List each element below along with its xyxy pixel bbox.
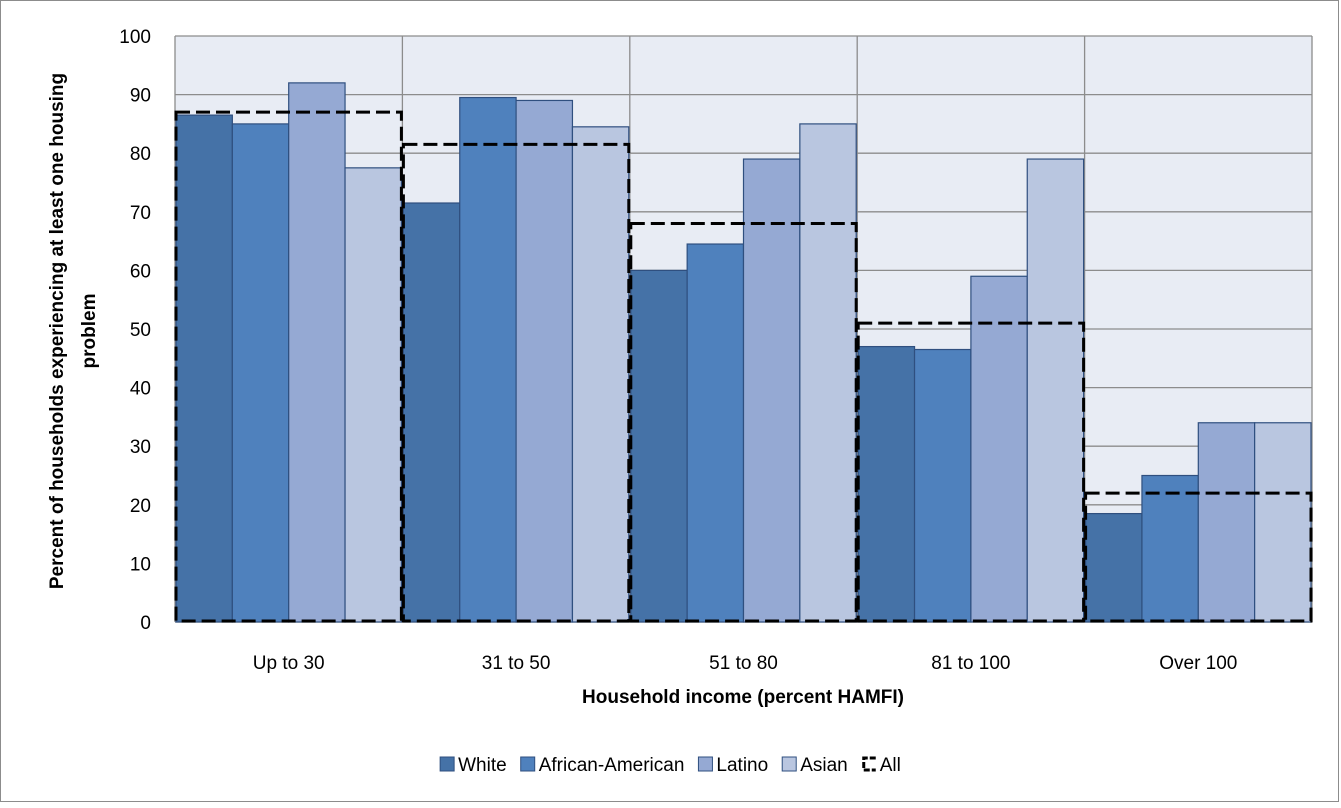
y-tick-label: 60 — [130, 261, 151, 282]
y-tick-label: 70 — [130, 203, 151, 224]
bar-asian-51-to-80 — [799, 123, 857, 623]
legend-swatch-asian — [781, 756, 797, 772]
bars — [175, 82, 1312, 623]
legend-swatch-white — [439, 756, 455, 772]
bar-latino-31-to-50 — [515, 99, 574, 623]
y-tick-label: 50 — [130, 320, 151, 341]
y-tick-label: 90 — [130, 86, 151, 107]
bar-asian-up-to-30 — [344, 167, 402, 623]
outline-all-81-to-100 — [856, 321, 1086, 623]
x-tick-label: 31 to 50 — [482, 653, 551, 674]
bar-african-american-up-to-30 — [231, 123, 290, 623]
bar-asian-81-to-100 — [1026, 158, 1085, 623]
legend-item-african-american: African-American — [520, 755, 685, 776]
legend-swatch-african-american — [520, 756, 536, 772]
y-axis-title-line-2: problem — [79, 294, 100, 369]
legend-label-latino: Latino — [716, 755, 768, 776]
outline-all-31-to-50 — [401, 142, 631, 623]
bar-latino-81-to-100 — [970, 275, 1028, 623]
legend-item-asian: Asian — [781, 755, 848, 776]
y-tick-label: 100 — [119, 27, 151, 48]
y-tick-labels: 0 10 20 30 40 50 60 70 80 90 100 — [119, 27, 151, 634]
y-axis-title-line-1: Percent of households experiencing at le… — [47, 73, 68, 589]
bar-white-31-to-50 — [402, 202, 461, 623]
x-tick-label: 51 to 80 — [709, 653, 778, 674]
y-tick-label: 80 — [130, 144, 151, 165]
outline-all-51-to-80 — [629, 222, 858, 623]
outline-all-up-to-30 — [174, 110, 403, 623]
y-tick-label: 40 — [130, 379, 151, 400]
bar-white-81-to-100 — [857, 345, 916, 623]
legend-label-white: White — [458, 755, 507, 776]
bar-african-american-81-to-100 — [913, 348, 972, 623]
x-tick-label: 81 to 100 — [931, 653, 1010, 674]
y-tick-label: 0 — [140, 613, 151, 634]
bar-latino-over-100 — [1197, 422, 1256, 623]
legend-swatch-all — [862, 756, 876, 772]
outline-all-over-100 — [1084, 491, 1313, 623]
legend-label-african-american: African-American — [539, 755, 685, 776]
bar-asian-31-to-50 — [571, 126, 630, 623]
x-tick-label: Over 100 — [1159, 653, 1237, 674]
y-tick-label: 20 — [130, 496, 151, 517]
legend-label-asian: Asian — [800, 755, 848, 776]
bar-latino-up-to-30 — [288, 82, 346, 623]
bar-white-over-100 — [1084, 512, 1143, 623]
legend-item-all: All — [862, 755, 901, 776]
bar-african-american-over-100 — [1141, 474, 1199, 623]
y-axis-title: Percent of households experiencing at le… — [47, 73, 100, 589]
x-tick-label: Up to 30 — [253, 653, 325, 674]
legend-label-all: All — [880, 755, 901, 776]
bar-white-up-to-30 — [175, 114, 233, 623]
bar-african-american-51-to-80 — [686, 243, 745, 623]
all-series-outlines — [174, 110, 1313, 623]
bar-asian-over-100 — [1254, 422, 1312, 623]
y-tick-label: 30 — [130, 437, 151, 458]
legend-item-white: White — [439, 755, 507, 776]
legend: White African-American Latino Asian All — [439, 755, 901, 776]
x-tick-labels: Up to 30 31 to 50 51 to 80 81 to 100 Over 10… — [253, 653, 1238, 674]
bar-latino-51-to-80 — [742, 158, 801, 623]
legend-swatch-latino — [697, 756, 713, 772]
y-tick-label: 10 — [130, 554, 151, 575]
x-axis-title: Household income (percent HAMFI) — [582, 687, 904, 708]
bar-african-american-31-to-50 — [459, 96, 517, 623]
bar-white-51-to-80 — [630, 269, 688, 623]
legend-item-latino: Latino — [697, 755, 768, 776]
